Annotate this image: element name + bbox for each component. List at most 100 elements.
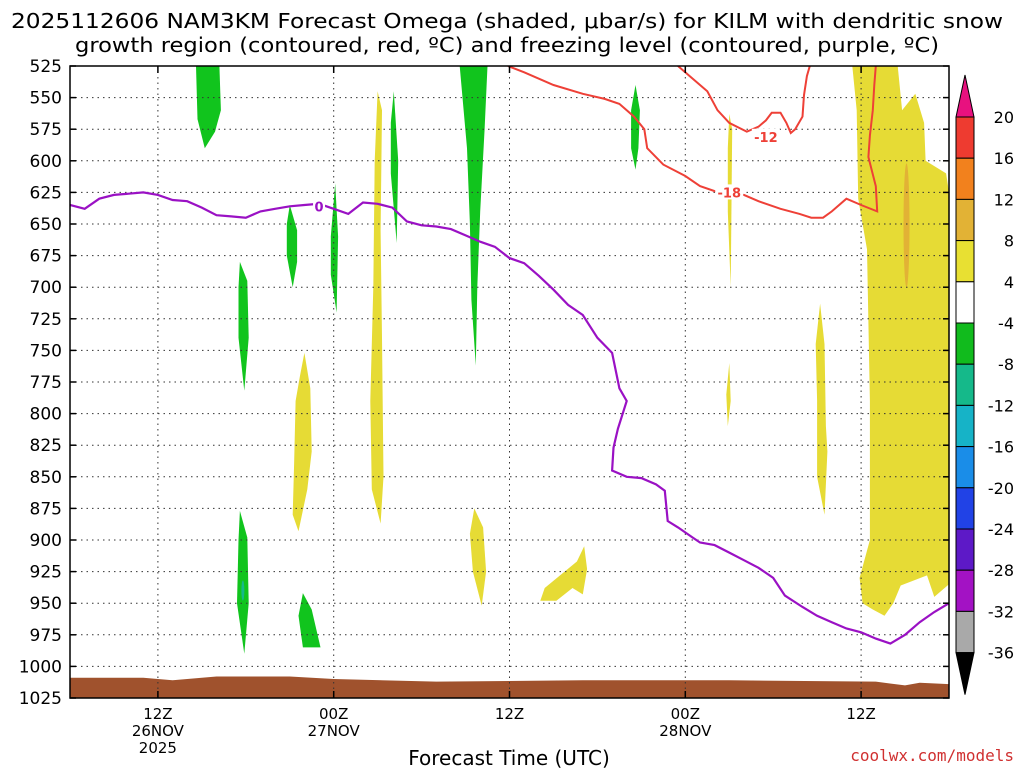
colorbar-label: -16 (988, 438, 1014, 457)
x-axis-label: Forecast Time (UTC) (408, 746, 610, 768)
colorbar-swatch (955, 157, 975, 200)
colorbar-label: -4 (998, 314, 1014, 333)
omega-negative-region-3 (286, 205, 298, 288)
dgz-contour-1 (677, 66, 811, 135)
omega-positive-region-16 (852, 66, 949, 616)
plot-area (70, 66, 949, 698)
colorbar-swatch (955, 446, 975, 489)
omega-positive-region-12 (540, 546, 588, 601)
omega-core-teal (241, 580, 245, 601)
time-tick-label: 27NOV (308, 722, 361, 740)
grid-layer (70, 66, 949, 698)
pressure-tick-label: 875 (30, 499, 62, 519)
omega-shading-layer (196, 66, 949, 654)
freezing-label-0: 0 (315, 200, 324, 215)
colorbar-swatch (955, 528, 975, 571)
omega-negative-region-6 (390, 91, 399, 243)
omega-positive-region-10 (292, 352, 312, 532)
freezing-label-0-bg (313, 198, 326, 214)
omega-negative-region-4 (298, 593, 321, 648)
omega-negative-region-8 (631, 85, 640, 170)
pressure-tick-label: 525 (30, 57, 62, 77)
omega-core-orange (903, 163, 910, 288)
colorbar-swatch (955, 322, 975, 365)
colorbar-swatch (955, 198, 975, 242)
colorbar-swatch-top (955, 74, 975, 118)
contour-layer (70, 66, 949, 645)
pressure-tick-label: 725 (30, 310, 62, 330)
time-tick-label: 28NOV (659, 722, 712, 740)
pressure-tick-label: 650 (30, 215, 62, 235)
colorbar-swatch (955, 487, 975, 530)
dgz-contour-0 (507, 66, 879, 219)
pressure-tick-label: 750 (30, 341, 62, 361)
omega-negative-region-1 (238, 261, 249, 391)
colorbar-swatch-bottom (955, 652, 975, 695)
pressure-tick-label: 900 (30, 531, 62, 551)
pressure-tick-label: 600 (30, 152, 62, 172)
colorbar-label: -28 (988, 561, 1014, 580)
pressure-tick-label: 975 (30, 626, 62, 646)
time-tick-label: 00Z (671, 705, 700, 723)
ground-layer (70, 676, 949, 698)
colorbar-label: 20 (994, 108, 1014, 127)
omega-negative-region-5 (330, 183, 339, 313)
omega-negative-region-7 (459, 66, 488, 366)
time-tick-label: 12Z (846, 705, 875, 723)
time-tick-label: 12Z (495, 705, 524, 723)
omega-positive-region-15 (815, 303, 828, 515)
colorbar-swatch (955, 240, 975, 283)
pressure-tick-label: 825 (30, 436, 62, 456)
contour-labels: -18 -12 0 (313, 128, 780, 215)
credit-label: coolwx.com/models (850, 746, 1014, 765)
colorbar-label: 8 (1004, 232, 1014, 251)
pressure-tick-label: 550 (30, 89, 62, 109)
omega-positive-region-9 (370, 91, 384, 524)
chart-title-line-2: growth region (contoured, red, ºC) and f… (75, 33, 939, 57)
time-tick-label: 26NOV (132, 722, 185, 740)
time-tick-label: 2025 (139, 739, 177, 757)
pressure-tick-label: 625 (30, 183, 62, 203)
pressure-tick-label: 925 (30, 563, 62, 583)
time-tick-label: 00Z (319, 705, 348, 723)
chart-title-line-1: 2025112606 NAM3KM Forecast Omega (shaded… (11, 9, 1003, 33)
colorbar-label: -36 (988, 644, 1014, 663)
colorbar-label: 16 (994, 149, 1014, 168)
colorbar-swatch (955, 610, 975, 654)
colorbar-swatch (955, 281, 975, 324)
ground-surface (70, 676, 949, 698)
colorbar-swatch (955, 569, 975, 612)
pressure-tick-label: 800 (30, 405, 62, 425)
dgz-label-minus18: -12 (754, 131, 778, 146)
pressure-tick-label: 775 (30, 373, 62, 393)
pressure-tick-label: 850 (30, 468, 62, 488)
pressure-axis: 525 550 575 600 625 650 675 700 725 750 775 800 825 8… (19, 57, 949, 709)
colorbar-swatch (955, 363, 975, 406)
omega-positive-region-11 (469, 508, 487, 606)
omega-positive-region-14 (726, 363, 731, 427)
pressure-tick-label: 700 (30, 278, 62, 298)
omega-colorbar: 20 16 12 8 4 -4 -8 -12 -16 -20 -24 -28 -32 -36 (955, 74, 1014, 695)
pressure-tick-label: 1000 (19, 657, 62, 677)
colorbar-label: -32 (988, 602, 1014, 621)
omega-positive-region-13 (727, 114, 733, 288)
colorbar-label: -20 (988, 479, 1014, 498)
dgz-label-minus12-bg (715, 184, 744, 200)
colorbar-label: -24 (988, 520, 1014, 539)
colorbar-label: -12 (988, 396, 1014, 415)
time-tick-label: 12Z (143, 705, 172, 723)
pressure-tick-label: 1025 (19, 689, 62, 709)
pressure-tick-label: 950 (30, 594, 62, 614)
colorbar-label: 4 (1004, 273, 1014, 292)
colorbar-label: -8 (998, 355, 1014, 374)
colorbar-swatch (955, 404, 975, 448)
dgz-label-minus12: -18 (718, 186, 742, 201)
colorbar-label: 12 (994, 190, 1014, 209)
pressure-tick-label: 575 (30, 120, 62, 140)
omega-negative-region-0 (196, 66, 221, 149)
colorbar-swatch (955, 116, 975, 159)
dgz-label-minus18-bg (751, 128, 780, 144)
pressure-tick-label: 675 (30, 247, 62, 267)
